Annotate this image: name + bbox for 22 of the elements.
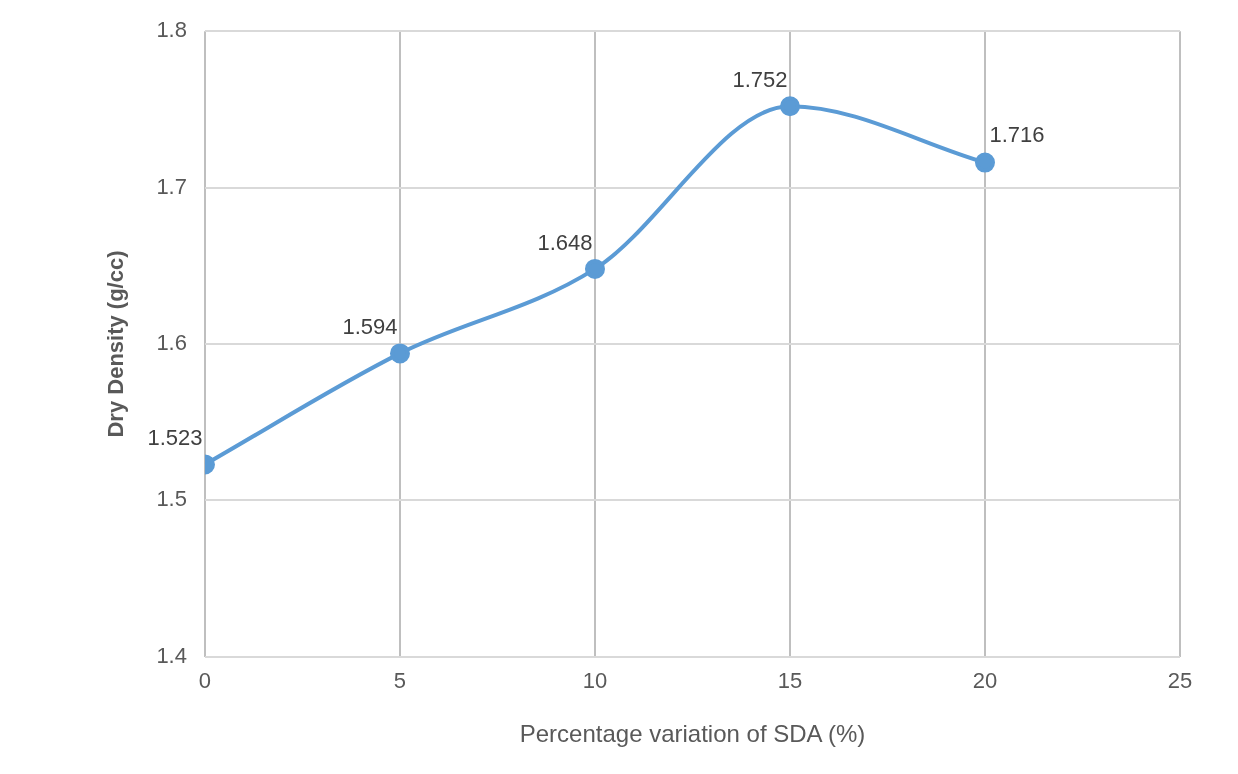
- y-tick-label: 1.4: [156, 642, 187, 668]
- x-tick-label: 25: [1167, 668, 1193, 694]
- y-tick-label: 1.5: [156, 486, 187, 512]
- y-tick-label: 1.7: [156, 173, 187, 199]
- x-tick-label: 10: [582, 668, 608, 694]
- y-tick-label: 1.8: [156, 17, 187, 43]
- point: [584, 258, 605, 279]
- data-label: 1.523: [147, 425, 203, 451]
- point: [779, 96, 800, 117]
- data-label: 1.716: [989, 121, 1045, 147]
- x-tick-label: 15: [777, 668, 803, 694]
- y-axis-title: Dry Density (g/cc): [103, 250, 129, 438]
- point: [975, 152, 995, 173]
- x-axis-title: Percentage variation of SDA (%): [519, 720, 866, 748]
- data-label: 1.594: [342, 314, 398, 340]
- data-label: 1.752: [732, 67, 788, 93]
- point: [389, 343, 410, 364]
- data-label: 1.648: [537, 229, 593, 255]
- y-tick-label: 1.6: [156, 330, 187, 356]
- x-tick-label: 0: [198, 668, 212, 694]
- x-tick-label: 20: [972, 668, 998, 694]
- x-tick-label: 5: [393, 668, 407, 694]
